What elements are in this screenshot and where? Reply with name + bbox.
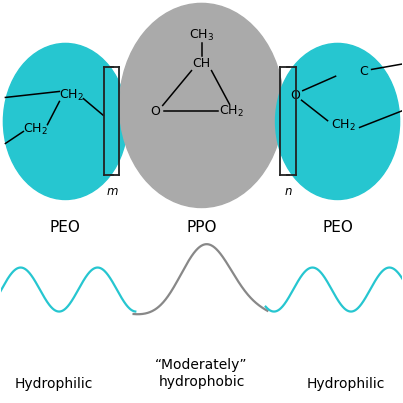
Text: O: O <box>291 89 301 102</box>
Text: C: C <box>359 65 368 78</box>
Ellipse shape <box>276 44 400 199</box>
Text: CH$_3$: CH$_3$ <box>189 28 214 43</box>
Text: Hydrophilic: Hydrophilic <box>306 376 385 391</box>
Text: PPO: PPO <box>186 220 217 235</box>
Text: PEO: PEO <box>322 220 353 235</box>
Text: $m$: $m$ <box>106 185 118 199</box>
Text: CH: CH <box>193 57 210 70</box>
Text: CH$_2$: CH$_2$ <box>331 118 356 133</box>
Text: CH$_2$: CH$_2$ <box>23 122 48 137</box>
Text: “Moderately”
hydrophobic: “Moderately” hydrophobic <box>155 359 248 389</box>
Text: CH$_2$: CH$_2$ <box>59 88 84 103</box>
Text: Hydrophilic: Hydrophilic <box>14 376 93 391</box>
Text: CH$_2$: CH$_2$ <box>219 104 244 119</box>
Ellipse shape <box>3 44 127 199</box>
Text: $n$: $n$ <box>284 185 292 199</box>
Text: PEO: PEO <box>50 220 81 235</box>
Ellipse shape <box>119 3 284 208</box>
Text: O: O <box>151 105 160 118</box>
